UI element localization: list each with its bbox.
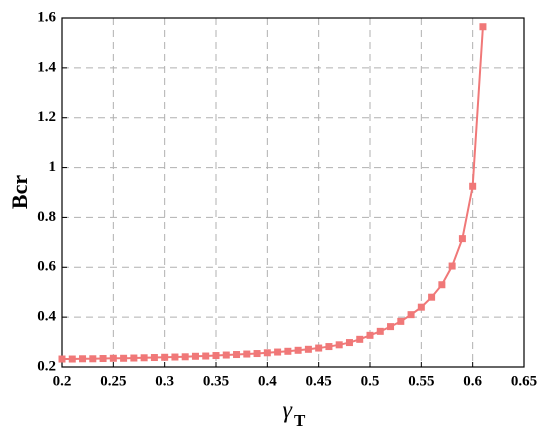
data-point (120, 354, 128, 362)
data-point (284, 347, 292, 355)
data-point (171, 353, 179, 361)
data-point (89, 355, 97, 363)
y-axis-label: Bcr (7, 175, 32, 209)
data-point (304, 345, 312, 353)
x-axis-label: γ (283, 398, 293, 424)
x-tick-label: 0.4 (258, 373, 277, 389)
data-point (109, 354, 117, 362)
data-point (191, 352, 199, 360)
y-tick-label: 0.2 (37, 358, 56, 374)
data-point (376, 327, 384, 335)
data-point (325, 343, 333, 351)
data-point (243, 350, 251, 358)
data-point (397, 317, 405, 325)
x-tick-label: 0.5 (361, 373, 380, 389)
data-point (315, 344, 323, 352)
data-point (68, 355, 76, 363)
x-tick-label: 0.55 (408, 373, 434, 389)
data-point (479, 23, 487, 31)
data-point (458, 235, 466, 243)
data-point (130, 354, 138, 362)
data-point (150, 354, 158, 362)
data-point (448, 262, 456, 270)
x-tick-label: 0.25 (100, 373, 126, 389)
data-point (263, 349, 271, 357)
data-point (99, 355, 107, 363)
data-point (58, 355, 66, 363)
x-tick-label: 0.35 (203, 373, 229, 389)
data-point (428, 293, 436, 301)
data-point (356, 335, 364, 343)
data-point (140, 354, 148, 362)
data-point (233, 351, 241, 359)
data-point (469, 182, 477, 190)
data-point (345, 339, 353, 347)
x-tick-label: 0.6 (463, 373, 482, 389)
data-point (387, 323, 395, 331)
x-tick-label: 0.65 (511, 373, 537, 389)
y-tick-label: 1.4 (37, 59, 56, 75)
data-point (438, 281, 446, 289)
data-point (253, 350, 261, 358)
y-tick-label: 1 (49, 159, 57, 175)
data-point (161, 353, 169, 361)
data-point (335, 341, 343, 349)
plot-frame (61, 17, 525, 368)
data-point (366, 331, 374, 339)
data-point (79, 355, 87, 363)
data-point (202, 352, 210, 360)
x-tick-label: 0.2 (53, 373, 72, 389)
x-tick-label: 0.3 (155, 373, 174, 389)
data-point (212, 352, 220, 360)
y-tick-label: 0.8 (37, 209, 56, 225)
data-point (294, 346, 302, 354)
y-tick-label: 1.2 (37, 109, 56, 125)
data-point (222, 351, 230, 359)
y-tick-label: 1.6 (37, 9, 56, 25)
y-tick-label: 0.6 (37, 259, 56, 275)
x-axis-label-subscript: T (294, 411, 306, 430)
data-point (274, 348, 282, 356)
data-point (407, 311, 415, 319)
y-tick-label: 0.4 (37, 309, 56, 325)
data-point (181, 353, 189, 361)
x-tick-label: 0.45 (306, 373, 332, 389)
data-point (417, 303, 425, 311)
